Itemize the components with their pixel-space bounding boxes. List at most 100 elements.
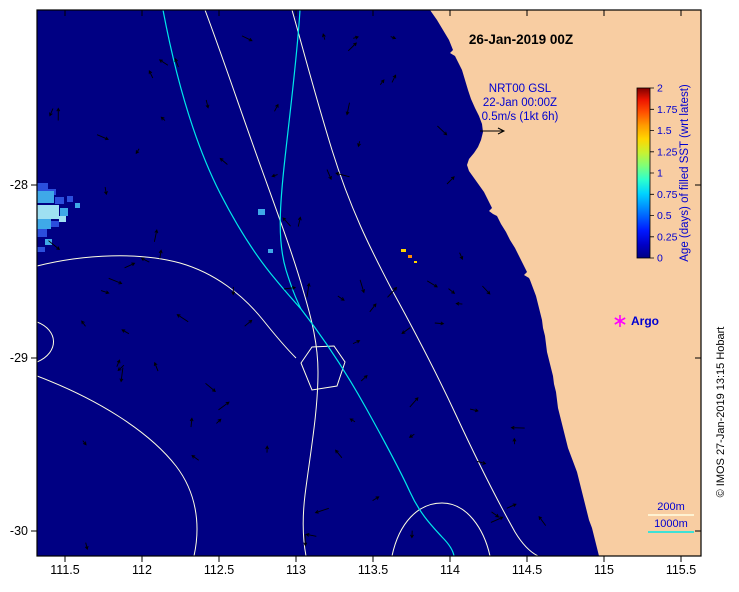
velocity-vector	[84, 542, 89, 551]
velocity-vector	[82, 440, 87, 446]
velocity-vector	[104, 186, 108, 196]
plot-frame	[36, 9, 702, 557]
x-axis-ticks	[64, 10, 682, 562]
velocity-vector	[231, 286, 236, 296]
y-tick-label: -28	[10, 178, 28, 192]
velocity-vector	[271, 173, 278, 178]
velocity-vector	[282, 217, 291, 227]
colorbar	[636, 87, 654, 259]
velocity-vector	[100, 290, 110, 295]
velocity-vector	[469, 408, 479, 413]
velocity-vector	[140, 257, 150, 263]
velocity-vector	[219, 157, 228, 165]
velocity-vector	[174, 57, 179, 68]
velocity-vector	[357, 141, 361, 148]
velocity-vector	[116, 359, 121, 367]
velocity-vector	[490, 516, 504, 523]
velocity-vector	[56, 107, 61, 121]
x-tick-label: 114	[440, 563, 460, 577]
velocity-vector	[158, 59, 169, 66]
velocity-vector	[244, 319, 253, 327]
land	[430, 10, 701, 556]
velocity-vector	[369, 303, 377, 313]
depth-legend-1000m-label: 1000m	[654, 518, 688, 530]
velocity-vector	[322, 33, 326, 40]
contour-200m-left-bump	[37, 321, 54, 363]
velocity-vector	[538, 515, 547, 526]
velocity-vector	[297, 216, 302, 227]
credit-text: © IMOS 27-Jan-2019 13:15 Hobart	[715, 327, 727, 498]
velocity-vector	[410, 530, 414, 539]
velocity-vector	[459, 252, 464, 260]
velocity-vector	[189, 417, 194, 428]
velocity-vector	[96, 134, 109, 141]
velocity-vector	[347, 42, 357, 52]
product-vector-scale: 0.5m/s (1kt 6h)	[482, 111, 559, 123]
contour-200m-south-arc	[391, 502, 491, 556]
velocity-vector	[409, 397, 419, 408]
velocity-vector	[349, 418, 356, 423]
velocity-vector	[434, 321, 445, 326]
velocity-vector	[510, 425, 525, 430]
velocity-vector	[482, 285, 491, 295]
map-title: 26-Jan-2019 00Z	[469, 32, 573, 47]
x-tick-label: 115	[594, 563, 614, 577]
product-valid-time: 22-Jan 00:00Z	[483, 97, 557, 109]
velocity-vector	[401, 327, 411, 335]
velocity-vector	[314, 507, 329, 514]
velocity-vector	[360, 374, 368, 382]
colorbar-tick-label: 0.25	[657, 231, 678, 243]
x-tick-label: 115.5	[666, 563, 696, 577]
contour-1000m-west	[162, 10, 302, 310]
velocity-vector	[437, 125, 448, 136]
velocity-vector	[121, 329, 130, 335]
x-tick-label: 112.5	[204, 563, 234, 577]
velocity-vector	[387, 286, 398, 298]
velocity-vector	[119, 367, 124, 383]
argo-label: Argo	[631, 314, 659, 328]
x-tick-label: 112	[132, 563, 152, 577]
colorbar-tick-label: 1	[657, 168, 663, 180]
velocity-vectors	[48, 33, 547, 551]
velocity-vector	[191, 454, 199, 461]
contour-200m-closed-loop	[300, 345, 346, 391]
velocity-vector	[124, 262, 136, 269]
velocity-vector	[335, 171, 350, 178]
x-axis-labels: 111.5 112 112.5 113 113.5 114 114.5 115 …	[50, 563, 696, 577]
x-tick-label: 113.5	[358, 563, 388, 577]
contour-200m-left	[37, 255, 297, 359]
velocity-vector	[512, 437, 517, 445]
velocity-vector	[455, 301, 463, 306]
colorbar-tick-label: 1.75	[657, 104, 678, 116]
velocity-vector	[49, 108, 54, 117]
velocity-vector	[48, 240, 61, 250]
sst-age-specks	[401, 249, 417, 263]
contour-200m-southwest	[37, 375, 198, 556]
velocity-vector	[283, 285, 297, 290]
contours-200m	[37, 10, 539, 556]
colorbar-gradient	[636, 87, 651, 259]
velocity-vector	[176, 314, 189, 323]
velocity-vector	[337, 295, 345, 301]
colorbar-tick-label: 0.75	[657, 189, 678, 201]
sst-age-patches-medium	[37, 191, 273, 253]
velocity-vector	[476, 460, 487, 465]
reference-arrow	[480, 127, 506, 135]
velocity-vector	[274, 103, 279, 112]
velocity-vector	[135, 148, 140, 155]
x-tick-label: 113	[286, 563, 306, 577]
colorbar-tick-label: 0	[657, 253, 663, 265]
velocity-vector	[117, 364, 125, 372]
velocity-vector	[205, 99, 210, 109]
argo-marker-icon	[614, 315, 626, 327]
velocity-vector	[241, 35, 253, 42]
contour-200m-east	[291, 10, 539, 556]
velocity-vector	[265, 445, 270, 453]
contour-1000m-south	[300, 308, 455, 556]
colorbar-tick-label: 1.25	[657, 146, 678, 158]
velocity-vector	[306, 282, 311, 298]
velocity-vector	[379, 79, 385, 85]
sst-age-patches-light	[37, 205, 66, 222]
